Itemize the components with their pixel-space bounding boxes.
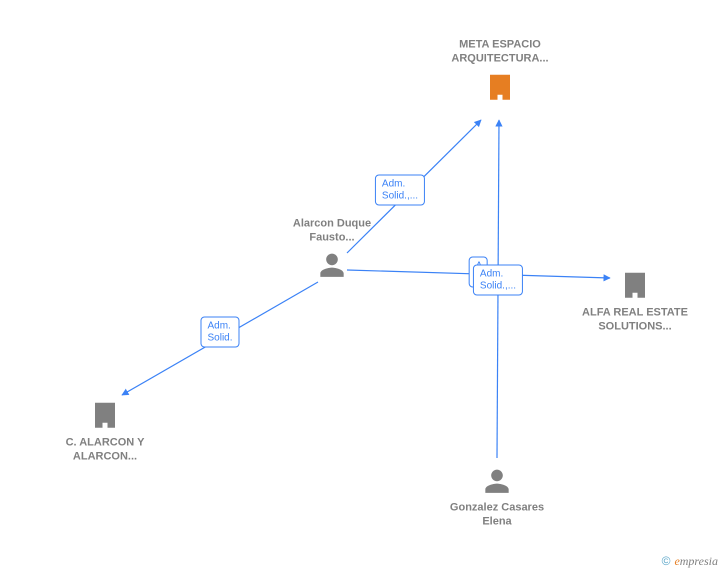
diagram-canvas: META ESPACIO ARQUITECTURA... Alarcon Duq… <box>0 0 728 575</box>
copyright-symbol: © <box>662 554 671 568</box>
edge-label[interactable]: Adm. Solid.,... <box>473 265 523 296</box>
edge-label[interactable]: Adm. Solid. <box>200 317 239 348</box>
edges-layer <box>0 0 728 575</box>
watermark: ©empresia <box>662 554 718 569</box>
brand-rest: mpresia <box>680 554 718 568</box>
edge-label[interactable]: Adm. Solid.,... <box>375 175 425 206</box>
